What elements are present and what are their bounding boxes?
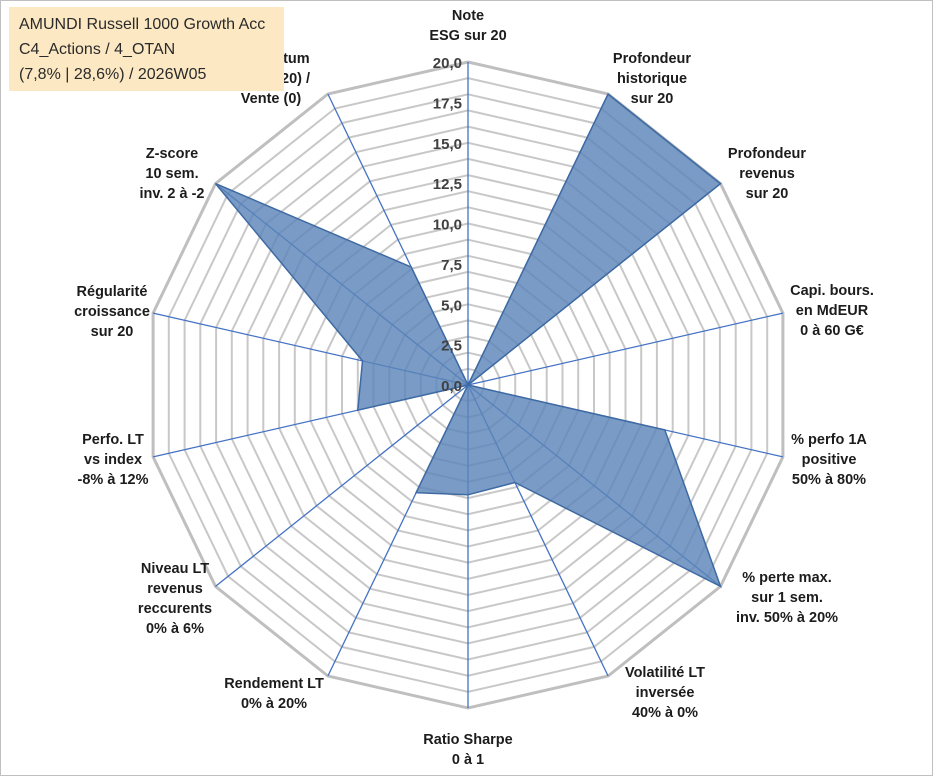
category-label: Volatilité LT inversée 40% à 0% xyxy=(625,665,705,721)
category-label-line: % perfo 1A xyxy=(791,432,867,448)
category-label-line: Z-score xyxy=(146,146,198,162)
fund-stats: (7,8% | 28,6%) / 2026W05 xyxy=(19,66,207,83)
category-label: Régularité croissance sur 20 xyxy=(74,284,150,340)
tick-label: 20,0 xyxy=(433,55,462,72)
fund-name: AMUNDI Russell 1000 Growth Acc xyxy=(19,16,266,33)
category-label-line: 0% à 20% xyxy=(241,696,307,712)
category-label: Z-score 10 sem. inv. 2 à -2 xyxy=(139,146,204,202)
category-label: Capi. bours. en MdEUR 0 à 60 G€ xyxy=(790,283,874,339)
category-label-line: sur 20 xyxy=(746,186,789,202)
category-label-line: Profondeur xyxy=(613,51,691,67)
tick-label: 10,0 xyxy=(433,217,462,234)
category-label-line: inversée xyxy=(636,685,695,701)
category-label-line: en MdEUR xyxy=(796,303,869,319)
category-label-line: Rendement LT xyxy=(224,676,324,692)
category-label: Niveau LT revenus reccurents 0% à 6% xyxy=(138,561,212,637)
category-label-line: ESG sur 20 xyxy=(429,28,506,44)
category-label-line: sur 20 xyxy=(91,324,134,340)
category-label-line: 0 à 1 xyxy=(452,752,484,768)
category-label: Note ESG sur 20 xyxy=(429,8,506,44)
category-label: Profondeur revenus sur 20 xyxy=(728,146,806,202)
tick-label: 12,5 xyxy=(433,176,462,193)
category-label: Profondeur historique sur 20 xyxy=(613,51,691,107)
category-label-line: croissance xyxy=(74,304,150,320)
category-label-line: Note xyxy=(452,8,484,24)
category-label-line: 10 sem. xyxy=(145,166,198,182)
tick-label: 2,5 xyxy=(441,338,462,355)
category-label: Perfo. LT vs index -8% à 12% xyxy=(78,432,149,488)
category-label-line: 0% à 6% xyxy=(146,621,204,637)
axis-spoke xyxy=(215,384,469,587)
category-label-line: historique xyxy=(617,71,687,87)
category-label-line: 40% à 0% xyxy=(632,705,698,721)
category-label-line: Vente (0) xyxy=(241,91,302,107)
fund-info-box: AMUNDI Russell 1000 Growth Acc C4_Action… xyxy=(9,7,284,91)
category-label-line: inv. 2 à -2 xyxy=(139,186,204,202)
category-label-line: Volatilité LT xyxy=(625,665,705,681)
series-layer xyxy=(214,92,722,588)
category-label-line: Capi. bours. xyxy=(790,283,874,299)
tick-label: 17,5 xyxy=(433,95,462,112)
tick-label: 7,5 xyxy=(441,257,462,274)
tick-layer: 0,0 2,5 5,0 7,5 10,0 12,5 15,0 17,5 20,0 xyxy=(433,55,462,395)
tick-label: 0,0 xyxy=(441,378,462,395)
category-label-line: % perte max. xyxy=(742,570,831,586)
axis-spoke xyxy=(467,312,784,386)
category-label: Ratio Sharpe 0 à 1 xyxy=(423,732,512,768)
category-label-line: inv. 50% à 20% xyxy=(736,610,838,626)
fund-category: C4_Actions / 4_OTAN xyxy=(19,41,176,58)
category-label-line: 0 à 60 G€ xyxy=(800,323,864,339)
category-label-line: revenus xyxy=(739,166,795,182)
category-label: Rendement LT 0% à 20% xyxy=(224,676,324,712)
category-label: % perfo 1A positive 50% à 80% xyxy=(791,432,867,488)
category-label-line: 50% à 80% xyxy=(792,472,866,488)
category-label: % perte max. sur 1 sem. inv. 50% à 20% xyxy=(736,570,838,626)
category-label-line: sur 20 xyxy=(631,91,674,107)
category-label-line: vs index xyxy=(84,452,142,468)
tick-label: 5,0 xyxy=(441,297,462,314)
category-label-line: positive xyxy=(802,452,857,468)
category-label-line: sur 1 sem. xyxy=(751,590,823,606)
category-label-line: Perfo. LT xyxy=(82,432,144,448)
category-label-line: reccurents xyxy=(138,601,212,617)
tick-label: 15,0 xyxy=(433,136,462,153)
category-labels: Note ESG sur 20 Profondeur historique sur 20… xyxy=(74,8,874,768)
category-label-line: Ratio Sharpe xyxy=(423,732,512,748)
category-label-line: revenus xyxy=(147,581,203,597)
category-label-line: Profondeur xyxy=(728,146,806,162)
category-label-line: -8% à 12% xyxy=(78,472,149,488)
category-label-line: Régularité xyxy=(77,284,148,300)
category-label-line: Niveau LT xyxy=(141,561,209,577)
